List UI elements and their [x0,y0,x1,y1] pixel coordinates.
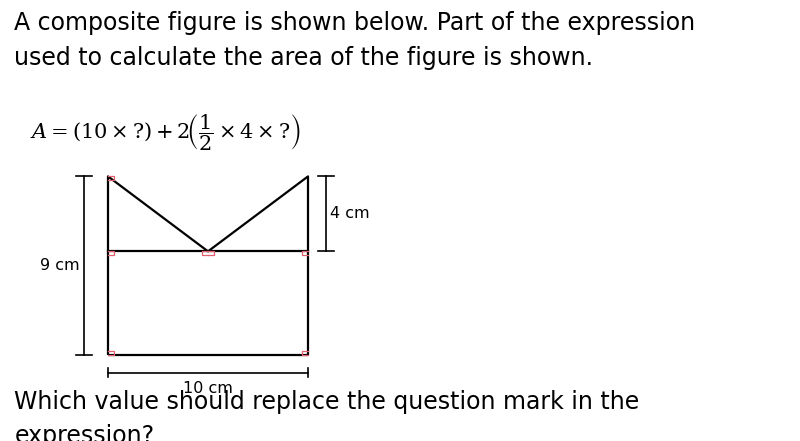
Text: Which value should replace the question mark in the: Which value should replace the question … [14,390,640,414]
Text: 4 cm: 4 cm [330,206,370,221]
Text: A composite figure is shown below. Part of the expression: A composite figure is shown below. Part … [14,11,695,35]
Text: used to calculate the area of the figure is shown.: used to calculate the area of the figure… [14,46,594,70]
Text: 10 cm: 10 cm [183,381,233,396]
Text: expression?: expression? [14,424,154,441]
Text: 9 cm: 9 cm [40,258,80,273]
Text: $A = (10 \times ?) + 2\!\left(\dfrac{1}{2} \times 4 \times ?\right)$: $A = (10 \times ?) + 2\!\left(\dfrac{1}{… [30,112,302,153]
